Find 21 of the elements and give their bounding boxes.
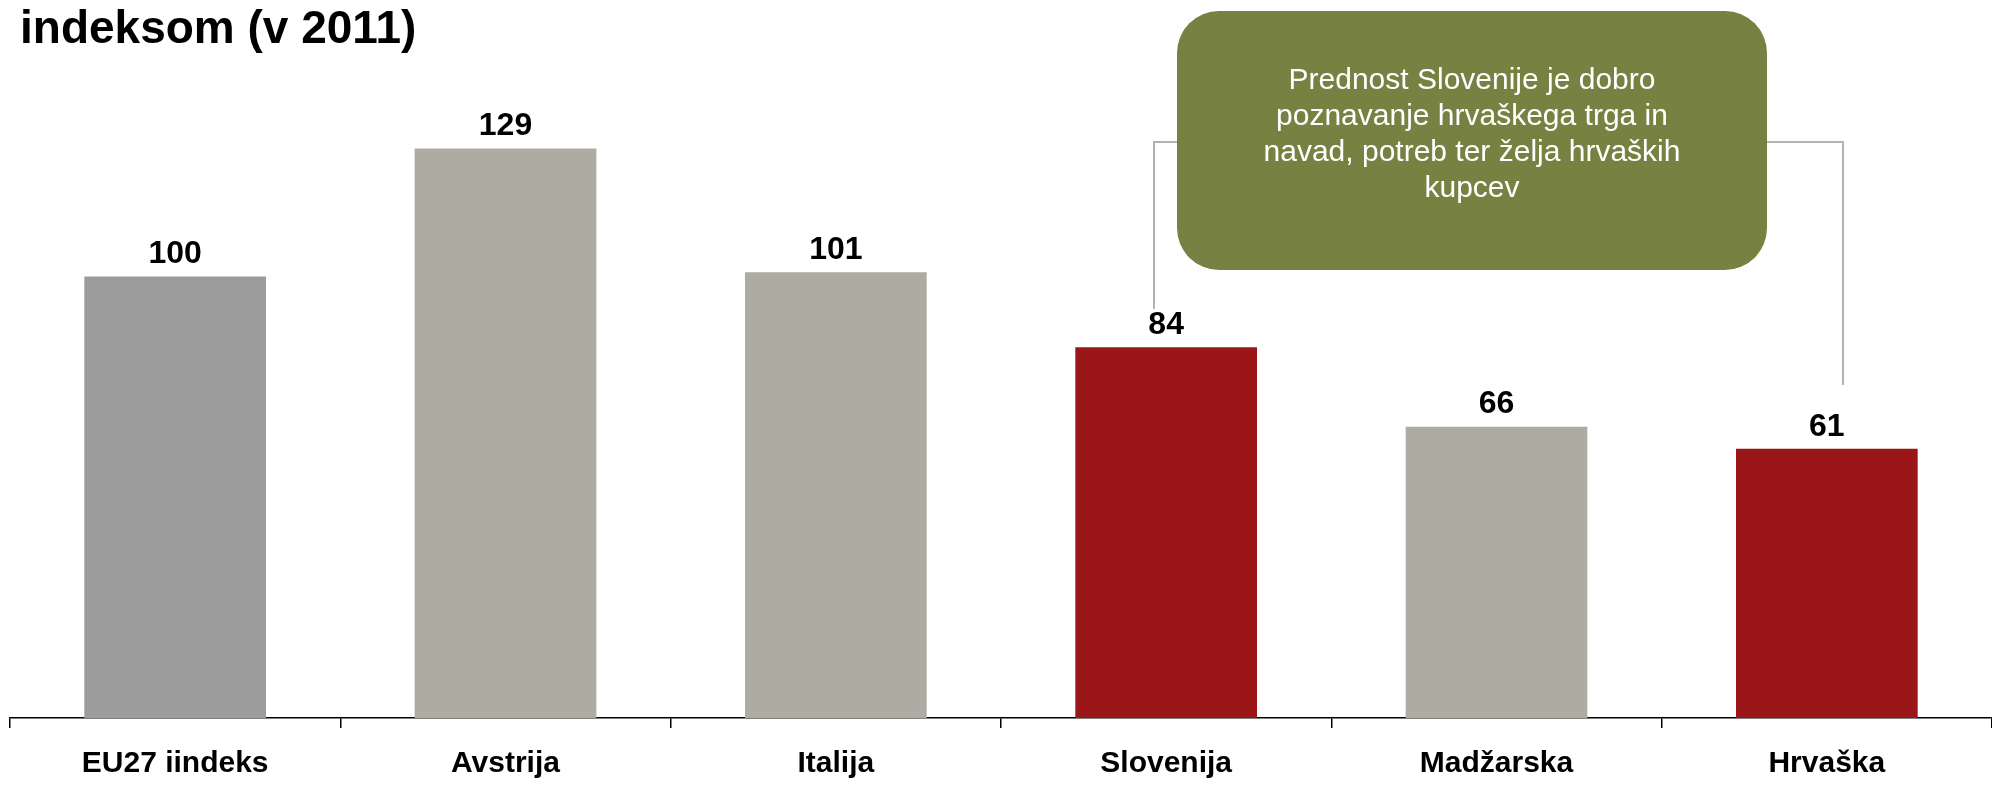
data-label: 66 bbox=[1478, 384, 1515, 421]
x-tick-label: EU27 iindeks bbox=[81, 745, 269, 779]
callout-box: Prednost Slovenije je dobro poznavanje hrvaškega trga in navad, potreb ter želja hrvaških kupcev bbox=[1177, 11, 1767, 270]
bar bbox=[1405, 426, 1588, 718]
x-tick-label: Italija bbox=[797, 745, 875, 779]
data-label: 100 bbox=[148, 234, 202, 271]
data-label: 61 bbox=[1809, 406, 1845, 443]
x-tick-label: Madžarska bbox=[1419, 745, 1574, 779]
x-tick-label: Avstrija bbox=[451, 745, 561, 779]
x-tick-label: Slovenija bbox=[1100, 745, 1233, 779]
chart-title: indeksom (v 2011) bbox=[20, 0, 417, 54]
bar bbox=[1735, 448, 1918, 718]
data-label: 129 bbox=[478, 106, 533, 143]
bar bbox=[1075, 347, 1258, 718]
bar bbox=[84, 276, 267, 718]
x-tick-label: Hrvaška bbox=[1768, 745, 1886, 779]
data-label: 101 bbox=[809, 229, 863, 266]
data-label: 84 bbox=[1148, 305, 1185, 342]
annotation: Prednost Slovenije je dobro poznavanje hrvaškega trga in navad, potreb ter želja hrvaških kupcev bbox=[1262, 61, 1682, 205]
bar bbox=[744, 272, 927, 718]
bar bbox=[414, 148, 597, 718]
